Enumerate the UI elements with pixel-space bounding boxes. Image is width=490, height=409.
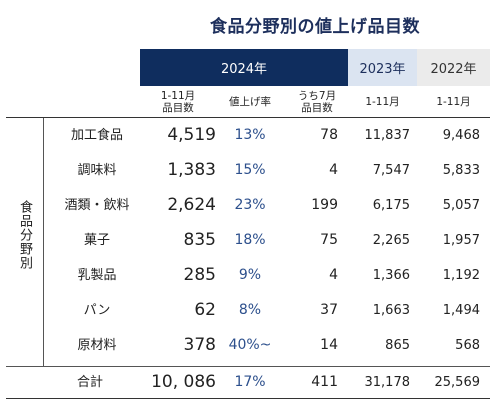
row-rate: 13% [234, 127, 266, 143]
total-rate: 17% [234, 374, 266, 390]
total-2022: 25,569 [434, 375, 481, 390]
table-row: 酒類・飲料 2,624 23% 199 6,175 5,057 [0, 188, 490, 223]
table-row: パン 62 8% 37 1,663 1,494 [0, 293, 490, 328]
row-july: 199 [311, 197, 338, 213]
subheader-2022: 1-11月 [436, 96, 471, 108]
row-2022: 1,957 [442, 233, 480, 248]
row-july: 75 [320, 232, 338, 248]
table-row: 原材料 378 40%~ 14 865 568 [0, 328, 490, 363]
subheader-count-line1: 1-11月 [160, 90, 196, 102]
row-rate: 8% [238, 302, 262, 318]
row-july: 14 [320, 337, 338, 353]
subheader-rate: 値上げ率 [229, 96, 271, 108]
row-2022: 5,057 [442, 198, 480, 213]
row-count-2024: 378 [183, 335, 216, 355]
total-2023: 31,178 [364, 375, 411, 390]
subheader-july: うち7月 品目数 [288, 89, 346, 115]
row-count-2024: 62 [194, 300, 216, 320]
side-label: 食品分野別 [17, 200, 32, 270]
table-bottom-rule [6, 398, 490, 399]
header-2022: 2022年 [417, 49, 490, 86]
header-2023: 2023年 [348, 49, 417, 86]
row-category: 加工食品 [70, 128, 123, 143]
row-rate: 9% [238, 267, 262, 283]
header-2024: 2024年 [140, 49, 348, 86]
row-2023: 1,663 [372, 303, 410, 318]
row-july: 4 [329, 267, 338, 283]
row-count-2024: 4,519 [167, 125, 216, 145]
row-2022: 568 [455, 338, 480, 353]
row-rate: 15% [234, 162, 266, 178]
subheader-july-line2: 品目数 [301, 102, 333, 114]
row-2023: 6,175 [372, 198, 410, 213]
total-count-2024: 10, 086 [151, 372, 216, 392]
row-category: 酒類・飲料 [64, 198, 130, 213]
total-july: 411 [311, 374, 338, 390]
total-label: 合計 [76, 375, 103, 390]
row-category: パン [83, 303, 111, 318]
subheader-count: 1-11月 品目数 [148, 89, 208, 115]
row-rate: 23% [234, 197, 266, 213]
row-category: 菓子 [83, 233, 110, 248]
subheader-2023: 1-11月 [365, 96, 400, 108]
table-row: 菓子 835 18% 75 2,265 1,957 [0, 223, 490, 258]
total-rule [6, 366, 490, 367]
row-2022: 5,833 [442, 163, 480, 178]
row-rate: 18% [234, 232, 266, 248]
row-category: 乳製品 [77, 268, 117, 283]
row-category: 調味料 [77, 163, 117, 178]
row-2022: 9,468 [442, 128, 480, 143]
row-2022: 1,192 [442, 268, 480, 283]
row-july: 4 [329, 162, 338, 178]
row-count-2024: 285 [183, 265, 216, 285]
row-2022: 1,494 [442, 303, 480, 318]
table-row: 加工食品 4,519 13% 78 11,837 9,468 [0, 118, 490, 153]
row-2023: 11,837 [364, 128, 411, 143]
table-top-rule [6, 117, 490, 118]
row-july: 78 [320, 127, 338, 143]
table-row: 調味料 1,383 15% 4 7,547 5,833 [0, 153, 490, 188]
subheader-july-line1: うち7月 [297, 90, 337, 102]
row-2023: 2,265 [372, 233, 410, 248]
row-category: 原材料 [77, 338, 117, 353]
row-july: 37 [320, 302, 338, 318]
total-row: 合計 10, 086 17% 411 31,178 25,569 [0, 365, 490, 400]
table-row: 乳製品 285 9% 4 1,366 1,192 [0, 258, 490, 293]
row-count-2024: 2,624 [167, 195, 216, 215]
row-2023: 865 [385, 338, 410, 353]
subheader-count-line2: 品目数 [162, 102, 194, 114]
side-divider [43, 118, 44, 366]
row-count-2024: 835 [183, 230, 216, 250]
row-rate: 40%~ [228, 337, 272, 353]
row-count-2024: 1,383 [167, 160, 216, 180]
row-2023: 1,366 [372, 268, 410, 283]
row-2023: 7,547 [372, 163, 410, 178]
page-title: 食品分野別の値上げ品目数 [210, 17, 420, 37]
